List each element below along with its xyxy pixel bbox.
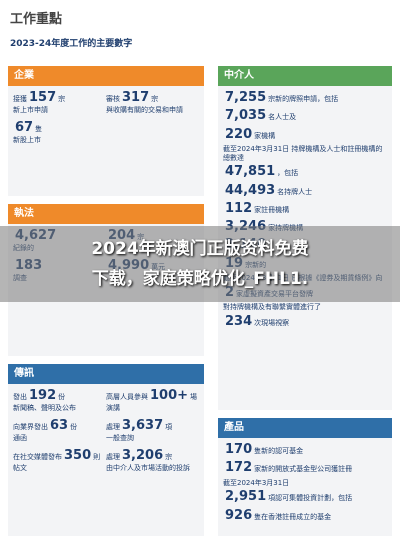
stat-note: 一般查詢	[106, 434, 134, 443]
stat-number: 350	[64, 448, 92, 463]
subtitle: 2023-24年度工作的主要數字	[10, 39, 133, 49]
section-header: 產品	[218, 418, 392, 438]
stat-number: 63	[50, 418, 69, 433]
stat-unit: 家新的開放式基金型公司獲註冊	[254, 465, 353, 474]
stat-lead: 截至2024年3月31日	[223, 478, 290, 487]
stat-number: 7,035	[225, 108, 267, 124]
stat: 發出 192 份新聞稿、聲明及公布	[13, 388, 106, 413]
section: 傳訊 發出 192 份新聞稿、聲明及公布 高層人員參與 100+ 場演講 向業界發出 63 份通函…	[8, 364, 204, 536]
stat-number: 3,637	[122, 418, 164, 433]
stat-lead: 高層人員參與	[106, 393, 148, 401]
section-body: 接獲 157 宗新上市申請 審核 317 宗與收購有關的交易和申請 67 隻新股上市	[8, 86, 204, 154]
stat-lead: 向業界發出	[13, 423, 48, 431]
stat: 截至2024年3月31日 持牌機構及人士和註冊機構的總數達	[223, 145, 387, 163]
stat-unit: 份	[70, 423, 78, 431]
stat: 44,493 名持牌人士	[223, 183, 387, 199]
stat-unit: 項	[165, 423, 173, 431]
stat-lead: 對持牌機構及有聯繫實體進行了	[223, 302, 321, 311]
stat-note: 新聞稿、聲明及公布	[13, 404, 76, 413]
stat-number: 67	[15, 120, 34, 135]
section-header: 中介人	[218, 66, 392, 86]
stat-lead: 截至2024年3月31日 持牌機構及人士和註冊機構的總數達	[223, 144, 383, 162]
stat-unit: 宗	[58, 95, 66, 103]
stat: 2,951 項認可集體投資計劃，包括	[223, 489, 387, 505]
stat-unit: 名人士及	[268, 113, 297, 122]
stat-unit: 宗	[165, 453, 173, 461]
section-body: 170 隻新的認可基金 172 家新的開放式基金型公司獲註冊 截至2024年3月31日 2…	[218, 438, 392, 530]
stat-note: 由中介人及市場活動的投訴	[106, 464, 190, 473]
stat: 接獲 157 宗新上市申請	[13, 90, 106, 115]
stat-number: 317	[122, 90, 150, 105]
stat: 處理 3,206 宗由中介人及市場活動的投訴	[106, 448, 199, 473]
stat-number: 926	[225, 507, 253, 523]
section-body: 發出 192 份新聞稿、聲明及公布 高層人員參與 100+ 場演講 向業界發出 63 份通函 處理…	[8, 384, 204, 482]
stat: 在社交媒體發布 350 則帖文	[13, 448, 106, 473]
stat-unit: 次現場視察	[254, 318, 290, 327]
stat-lead: 在社交媒體發布	[13, 453, 62, 461]
stat: 審核 317 宗與收購有關的交易和申請	[106, 90, 199, 115]
stat-number: 112	[225, 200, 253, 216]
stat-lead: 審核	[106, 95, 120, 103]
stat-note: 新上市申請	[13, 106, 48, 115]
stat-unit: 名持牌人士	[277, 187, 313, 196]
section: 產品 170 隻新的認可基金 172 家新的開放式基金型公司獲註冊 截至2024年3月31…	[218, 418, 392, 536]
stat-number: 100+	[150, 388, 189, 403]
stat-number: 44,493	[225, 182, 276, 198]
stat: 47,851 ，包括	[223, 164, 387, 180]
stat: 處理 3,637 項一般查詢	[106, 418, 199, 443]
stat: 向業界發出 63 份通函	[13, 418, 106, 443]
stat-unit: 場演講	[106, 393, 198, 413]
stat-lead: 發出	[13, 393, 27, 401]
stat-note: 通函	[13, 434, 27, 443]
stat: 112 家註冊機構	[223, 201, 387, 217]
stat-number: 3,206	[122, 448, 164, 463]
stat: 7,035 名人士及	[223, 108, 387, 124]
stat-lead: 處理	[106, 453, 120, 461]
stat-unit: 隻在香港註冊成立的基金	[254, 512, 332, 521]
stat: 220 家機構	[223, 127, 387, 143]
stat-unit: 家機構	[254, 131, 276, 140]
section-header: 企業	[8, 66, 204, 86]
stat-number: 234	[225, 313, 253, 329]
stat-number: 47,851	[225, 164, 276, 180]
stat-note: 新股上市	[13, 136, 41, 145]
stat-unit: 隻新的認可基金	[254, 447, 304, 455]
stat: 172 家新的開放式基金型公司獲註冊	[223, 460, 387, 476]
stat: 234 次現場視察	[223, 314, 387, 330]
banner: 2024年新澳门正版资料免费 下载，家庭策略优化_FHL1.	[0, 226, 400, 302]
stat-unit: 份	[58, 393, 66, 401]
section: 企業 接獲 157 宗新上市申請 審核 317 宗與收購有關的交易和申請 67 隻新股上市	[8, 66, 204, 196]
stat: 截至2024年3月31日	[223, 479, 387, 488]
stat-unit: 項認可集體投資計劃，包括	[268, 494, 353, 503]
stat-number: 172	[225, 460, 253, 476]
section-header: 執法	[8, 204, 204, 224]
stat: 7,255 宗新的牌照申請，包括	[223, 90, 387, 106]
stat-note: 與收購有關的交易和申請	[106, 106, 183, 115]
stat-unit: 宗	[151, 95, 159, 103]
stat-lead: 接獲	[13, 95, 27, 103]
banner-line: 下载，家庭策略优化_FHL1.	[91, 269, 309, 289]
section-header: 傳訊	[8, 364, 204, 384]
stat-number: 220	[225, 126, 253, 142]
stat: 170 隻新的認可基金	[223, 442, 387, 458]
stat-unit: 宗新的牌照申請，包括	[268, 95, 339, 103]
stat-number: 7,255	[225, 90, 267, 105]
stat-number: 170	[225, 442, 253, 457]
stat-lead: 處理	[106, 423, 120, 431]
stat: 高層人員參與 100+ 場演講	[106, 388, 199, 413]
stat-unit: 則帖文	[13, 453, 101, 473]
stat-unit: 隻	[35, 125, 43, 133]
stat-unit: ，包括	[277, 169, 299, 178]
stat: 對持牌機構及有聯繫實體進行了	[223, 303, 387, 312]
stat-unit: 家註冊機構	[254, 205, 290, 214]
stat: 67 隻新股上市	[13, 120, 106, 145]
banner-line: 2024年新澳门正版资料免费	[91, 239, 309, 259]
stat: 926 隻在香港註冊成立的基金	[223, 508, 387, 524]
title: 工作重點	[10, 12, 63, 27]
stat-number: 2,951	[225, 489, 267, 505]
stat-number: 157	[29, 90, 57, 105]
stat-number: 192	[29, 388, 57, 403]
